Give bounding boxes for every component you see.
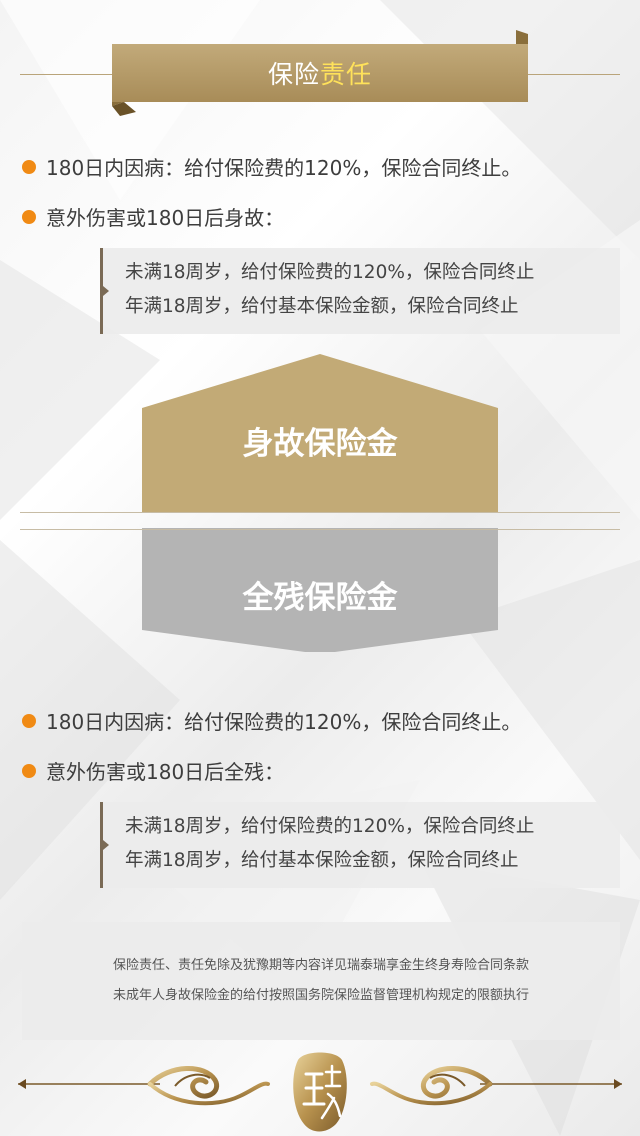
divider-top — [20, 512, 620, 513]
orange-dot-icon — [22, 763, 36, 778]
death-benefit-badge — [142, 354, 498, 512]
detail-line: 年满18周岁，给付基本保险金额，保险合同终止 — [125, 850, 519, 871]
disability-bullet-1: 180日内因病：给付保险费的120%，保险合同终止。 — [22, 706, 521, 735]
orange-dot-icon — [22, 159, 36, 174]
badges-graphic: 身故保险金 全残保险金 — [142, 354, 498, 652]
death-bullet-2: 意外伤害或180日后身故： — [22, 202, 284, 231]
disability-detail-box: 未满18周岁，给付保险费的120%，保险合同终止 年满18周岁，给付基本保险金额… — [100, 802, 620, 888]
caret-right-icon — [103, 286, 109, 296]
header-rule-left — [20, 74, 116, 75]
bullet-text: 意外伤害或180日后全残： — [46, 760, 285, 784]
detail-line: 未满18周岁，给付保险费的120%，保险合同终止 — [125, 816, 535, 837]
divider-bottom — [20, 529, 620, 530]
bullet-text: 意外伤害或180日后身故： — [46, 206, 285, 230]
death-detail-box: 未满18周岁，给付保险费的120%，保险合同终止 年满18周岁，给付基本保险金额… — [100, 248, 620, 334]
death-bullet-1: 180日内因病：给付保险费的120%，保险合同终止。 — [22, 152, 521, 181]
disability-bullet-2: 意外伤害或180日后全残： — [22, 756, 284, 785]
footnote-line: 保险责任、责任免除及犹豫期等内容详见瑞泰瑞享金生终身寿险合同条款 — [112, 958, 529, 973]
death-benefit-label: 身故保险金 — [243, 426, 399, 462]
disability-benefit-badge — [142, 528, 498, 652]
orange-dot-icon — [22, 209, 36, 224]
section-ribbon: 保险责任 — [112, 44, 528, 102]
orange-dot-icon — [22, 713, 36, 728]
footnote-line: 未成年人身故保险金的给付按照国务院保险监督管理机构规定的限额执行 — [112, 988, 529, 1003]
rui-seal-icon — [293, 1052, 347, 1132]
disability-benefit-label: 全残保险金 — [242, 580, 399, 616]
section-title: 保险责任 — [267, 60, 373, 89]
footnote-box: 保险责任、责任免除及犹豫期等内容详见瑞泰瑞享金生终身寿险合同条款 未成年人身故保… — [22, 922, 620, 1040]
bullet-text: 180日内因病：给付保险费的120%，保险合同终止。 — [46, 710, 522, 734]
bullet-text: 180日内因病：给付保险费的120%，保险合同终止。 — [46, 156, 522, 180]
header-rule-right — [526, 74, 620, 75]
caret-right-icon — [103, 840, 109, 850]
detail-line: 年满18周岁，给付基本保险金额，保险合同终止 — [125, 296, 519, 317]
detail-line: 未满18周岁，给付保险费的120%，保险合同终止 — [125, 262, 535, 283]
scroll-ornament-icon — [18, 1052, 622, 1132]
